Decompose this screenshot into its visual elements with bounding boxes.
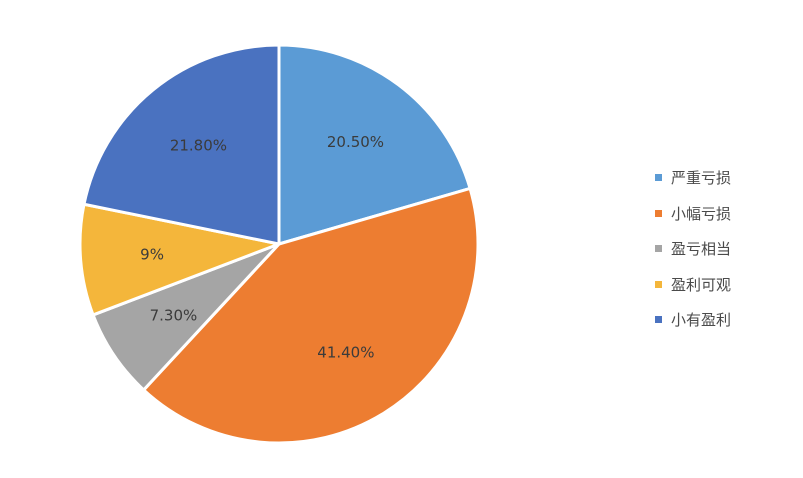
slice-good-profit	[78, 202, 281, 317]
legend-item-severe-loss: 严重亏损	[655, 160, 795, 196]
legend-swatch	[655, 316, 662, 324]
legend-item-small-profit: 小有盈利	[655, 302, 795, 338]
legend-item-break-even: 盈亏相当	[655, 231, 795, 267]
chart-legend: 严重亏损 小幅亏损 盈亏相当 盈利可观 小有盈利	[655, 160, 795, 338]
legend-label: 小幅亏损	[671, 204, 732, 223]
legend-swatch	[655, 245, 662, 253]
legend-item-slight-loss: 小幅亏损	[655, 196, 795, 232]
data-label: 7.30%	[150, 306, 198, 324]
slice-severe-loss	[277, 43, 472, 246]
data-label: 21.80%	[170, 136, 227, 154]
data-label: 9%	[140, 245, 164, 263]
slice-slight-loss	[142, 186, 480, 445]
legend-swatch	[655, 280, 662, 288]
legend-swatch	[655, 209, 662, 217]
legend-label: 盈亏相当	[671, 240, 732, 259]
slice-small-profit	[82, 43, 281, 246]
pie-data-labels: 20.50% 41.40% 7.30% 9% 21.80%	[140, 133, 384, 361]
legend-label: 盈利可观	[671, 275, 732, 294]
legend-label: 小有盈利	[671, 311, 732, 330]
data-label: 20.50%	[327, 133, 384, 151]
legend-label: 严重亏损	[671, 169, 732, 188]
legend-item-good-profit: 盈利可观	[655, 267, 795, 303]
legend-swatch	[655, 174, 662, 182]
pie-slices	[78, 43, 480, 445]
data-label: 41.40%	[317, 343, 374, 361]
